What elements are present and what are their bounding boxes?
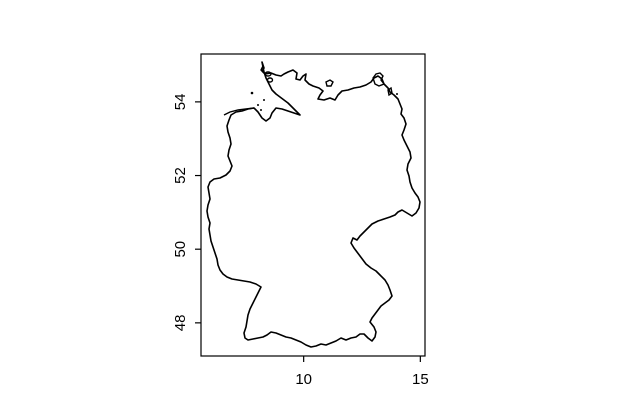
east-frisian-coast <box>223 107 255 116</box>
x-axis: 10 15 <box>295 356 429 388</box>
foehr-island <box>264 71 272 77</box>
y-tick-label: 54 <box>172 94 189 111</box>
x-tick-label: 10 <box>295 371 312 388</box>
sylt-island <box>260 61 265 73</box>
heligoland-island <box>250 91 254 95</box>
wadden-islet-2 <box>260 109 262 111</box>
germany-border <box>206 61 421 348</box>
country-boundary <box>206 61 421 348</box>
usedom-island <box>387 86 393 97</box>
wadden-islet-1 <box>257 104 259 106</box>
islands <box>223 61 398 116</box>
y-tick-label: 52 <box>172 167 189 184</box>
baltic-islet <box>396 93 398 95</box>
wadden-islet-3 <box>263 99 265 101</box>
amrum-island <box>266 77 274 83</box>
y-tick-label: 48 <box>172 315 189 332</box>
plot-frame <box>200 53 426 357</box>
x-tick-label: 15 <box>412 371 429 388</box>
y-axis: 48 50 52 54 <box>172 94 201 332</box>
ruegen-island <box>372 72 386 87</box>
y-tick-label: 50 <box>172 241 189 258</box>
fehmarn-island <box>325 79 334 87</box>
